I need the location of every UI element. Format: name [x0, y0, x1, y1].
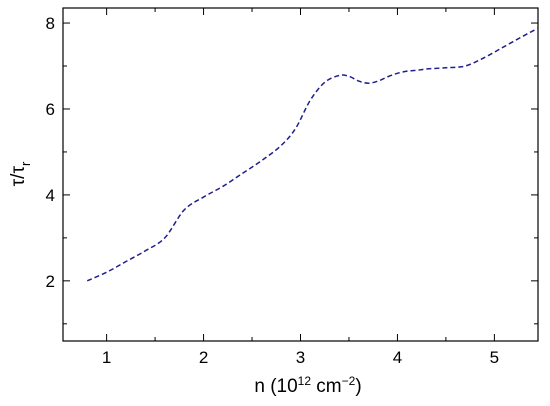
x-axis-label-exponent: 12	[298, 374, 312, 388]
y-axis-label-subscript: r	[18, 161, 33, 166]
tick-labels: 1 2 3 4 5 2 4 6 8	[46, 14, 500, 367]
y-axis-label: τ/τr	[8, 161, 33, 186]
series	[86, 27, 539, 282]
x-tick-label: 2	[199, 348, 208, 367]
x-tick-label: 4	[393, 348, 402, 367]
x-axis-label-unit-exponent: −2	[342, 374, 356, 388]
x-axis-label: n (1012 cm−2)	[254, 374, 361, 397]
x-tick-label: 5	[490, 348, 499, 367]
x-tick-label: 3	[296, 348, 305, 367]
x-tick-label: 1	[102, 348, 111, 367]
plot-frame	[62, 7, 539, 342]
y-tick-label: 8	[46, 14, 55, 33]
y-tick-label: 2	[46, 272, 55, 291]
series-line-0	[86, 27, 539, 282]
y-tick-label: 6	[46, 100, 55, 119]
y-tick-label: 4	[46, 186, 55, 205]
ticks	[63, 8, 538, 341]
